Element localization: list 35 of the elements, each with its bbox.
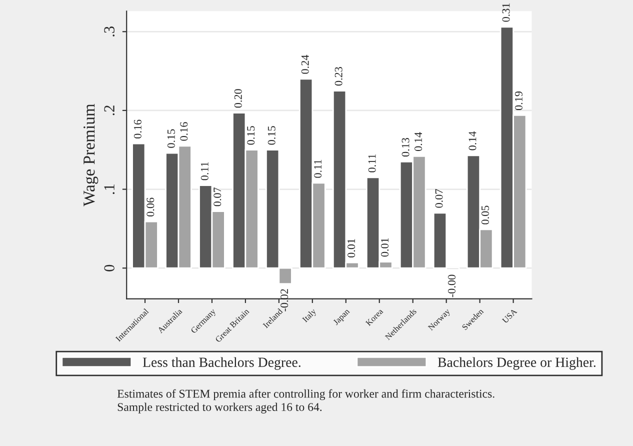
data-label: 0.16: [180, 122, 188, 141]
data-label: 0.15: [268, 126, 276, 145]
data-label: 0.01: [348, 239, 356, 258]
legend-label: Bachelors Degree or Higher.: [438, 357, 596, 370]
data-label: 0.07: [214, 187, 222, 206]
data-label: 0.11: [314, 160, 322, 178]
data-label: 0.31: [502, 3, 510, 22]
data-label: 0.07: [435, 189, 443, 208]
data-label: 0.15: [247, 126, 255, 145]
y-tick-label: 0: [104, 264, 114, 272]
data-label: 0.11: [200, 162, 208, 180]
data-label: 0.06: [146, 198, 154, 216]
data-label: 0.23: [334, 67, 342, 86]
data-label: -0.00: [448, 274, 456, 298]
data-label: 0.20: [234, 89, 242, 108]
y-tick-label: .3: [104, 26, 115, 36]
data-label: 0.24: [301, 54, 309, 74]
data-label: 0.14: [414, 132, 422, 152]
data-label: -0.02: [280, 289, 288, 312]
data-label: 0.11: [368, 154, 376, 172]
data-label: 0.14: [468, 131, 476, 150]
data-label: 0.05: [481, 206, 490, 224]
data-label: 0.13: [402, 138, 410, 157]
data-label: 0.16: [134, 120, 142, 138]
y-tick-label: .1: [104, 184, 115, 194]
text: Estimates of STEM premia after controlling for worker and firm characteristics.: [117, 389, 494, 400]
data-label: 0.01: [381, 238, 389, 257]
x-tick-label: Italy: [302, 308, 318, 324]
y-tick-label: .2: [104, 106, 115, 116]
data-label: 0.15: [167, 129, 175, 148]
text: Sample restricted to workers aged 16 to 64.: [118, 402, 322, 414]
x-tick-label: USA: [502, 308, 518, 324]
data-label: 0.19: [514, 91, 522, 110]
y-axis-title: Wage Premium: [84, 104, 98, 206]
legend-label: Less than Bachelors Degree.: [142, 357, 300, 370]
